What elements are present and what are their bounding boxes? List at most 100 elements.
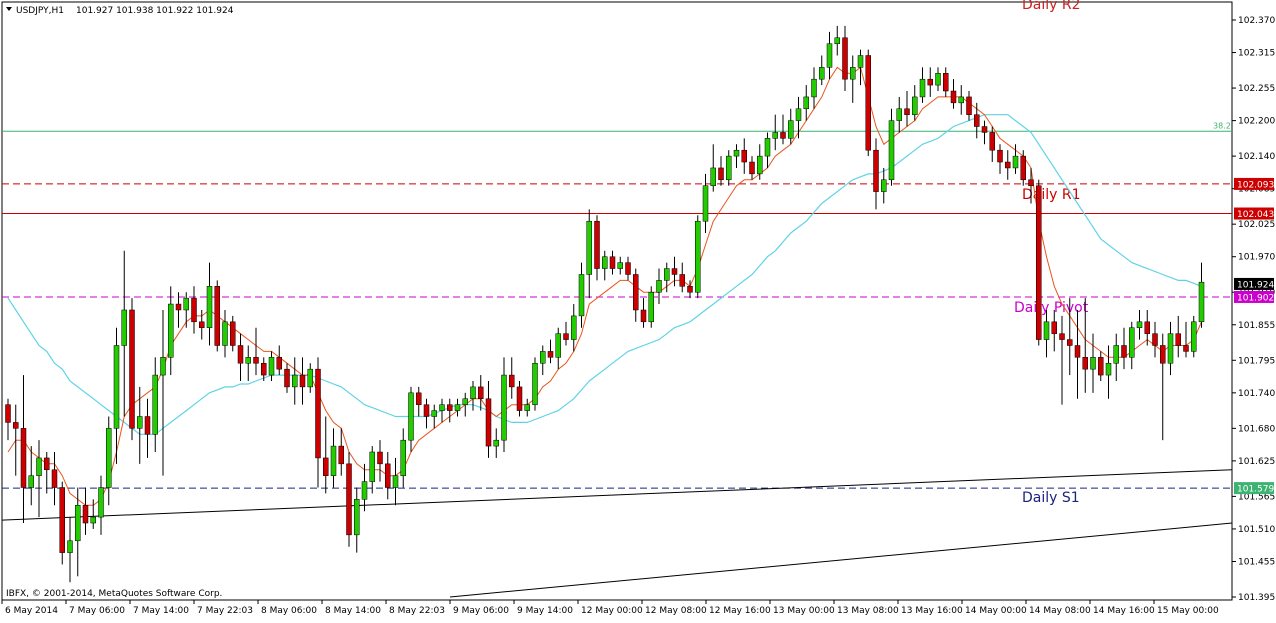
candle [780,114,786,145]
y-tick-label: 101.680 [1238,424,1275,434]
candle-body [268,357,275,376]
candle-body [617,262,623,269]
candle [873,138,879,210]
candle-body [912,96,918,115]
candle-body [5,404,11,423]
candle-body [958,96,964,104]
candle [516,380,523,417]
candle-body [935,73,941,86]
candle-body [160,357,166,376]
candle-body [423,404,430,417]
x-tick-label: 12 May 16:00 [709,606,771,616]
candle-body [152,374,158,435]
level-price-tag: 102.093 [1237,180,1274,190]
candle [478,375,484,411]
candle-body [67,540,73,553]
level-price-tag-bg [1234,482,1274,495]
candle [408,386,414,453]
candle [625,256,631,281]
slow-moving-average-line [7,114,1202,435]
candle [1082,298,1088,393]
y-tick-label: 101.455 [1238,557,1275,567]
candle [943,67,949,97]
candle [385,452,391,500]
candle [563,321,569,346]
candle-body [671,268,678,275]
candle [1036,179,1042,346]
candle-body [416,392,422,405]
candle-body [718,167,724,181]
chart-menu-triangle-icon[interactable] [6,7,12,11]
candle [749,156,755,180]
candle [152,357,158,453]
y-tick-label: 102.255 [1238,84,1275,94]
y-tick-label: 102.315 [1238,49,1275,59]
candle [98,475,104,535]
candle [1005,150,1011,180]
candle-body [733,149,740,157]
candle-body [51,469,58,488]
candle-body [656,280,662,293]
candle [1020,150,1026,186]
x-tick-label: 15 May 00:00 [1157,606,1219,616]
candle-body [648,291,654,323]
candle-body [1012,155,1019,169]
copyright-text: IBFX, © 2001-2014, MetaQuotes Software C… [6,589,222,599]
candle-body [602,256,608,269]
candle-body [578,274,585,317]
candle-body [803,96,809,110]
candle [927,67,933,97]
candle [75,487,81,577]
candle-body [214,286,220,346]
candle [524,398,530,417]
candle-body [1090,357,1096,370]
candle-body [609,256,616,269]
candle-body [788,120,794,139]
candle-body [431,410,437,417]
candle [462,392,468,417]
candle-body [237,345,244,364]
candle-body [59,487,65,553]
candle-body [1059,333,1065,340]
candle [1067,298,1073,376]
candle-body [323,457,329,476]
candle [540,345,546,376]
candle [950,79,957,109]
y-tick-label: 101.395 [1238,593,1275,603]
candle-body [245,357,251,364]
x-tick-label: 7 May 14:00 [133,606,189,616]
candle-body [811,78,817,98]
price-tags: 102.093 102.043 101.902 101.579 101.924 [1234,177,1274,495]
candle [183,292,189,328]
candle-body [749,161,755,175]
candle [671,256,678,287]
y-tick-label: 101.510 [1238,525,1275,535]
fib-38-label: 38.2 [1213,121,1231,130]
y-tick-label: 101.565 [1238,492,1275,502]
candle-body [780,132,786,139]
candle-body [555,333,561,358]
candle-body [1067,339,1073,346]
candle-body [679,274,685,287]
candle [881,167,887,204]
candle [447,398,453,423]
candle-body [524,404,530,411]
candle [121,250,127,417]
candle-body [1144,321,1150,334]
level-price-tag-bg [1234,177,1274,190]
level-price-tag-bg [1234,207,1274,220]
candle [90,499,96,529]
candle [1028,167,1034,204]
candle [106,416,112,506]
candle-body [1005,161,1011,169]
candle-body [106,428,112,488]
candle-body [981,126,988,133]
candle [346,452,352,547]
candle [175,292,182,328]
candle-body [571,315,577,340]
candle [51,452,58,506]
candle [826,31,833,80]
candle-body [950,90,957,104]
